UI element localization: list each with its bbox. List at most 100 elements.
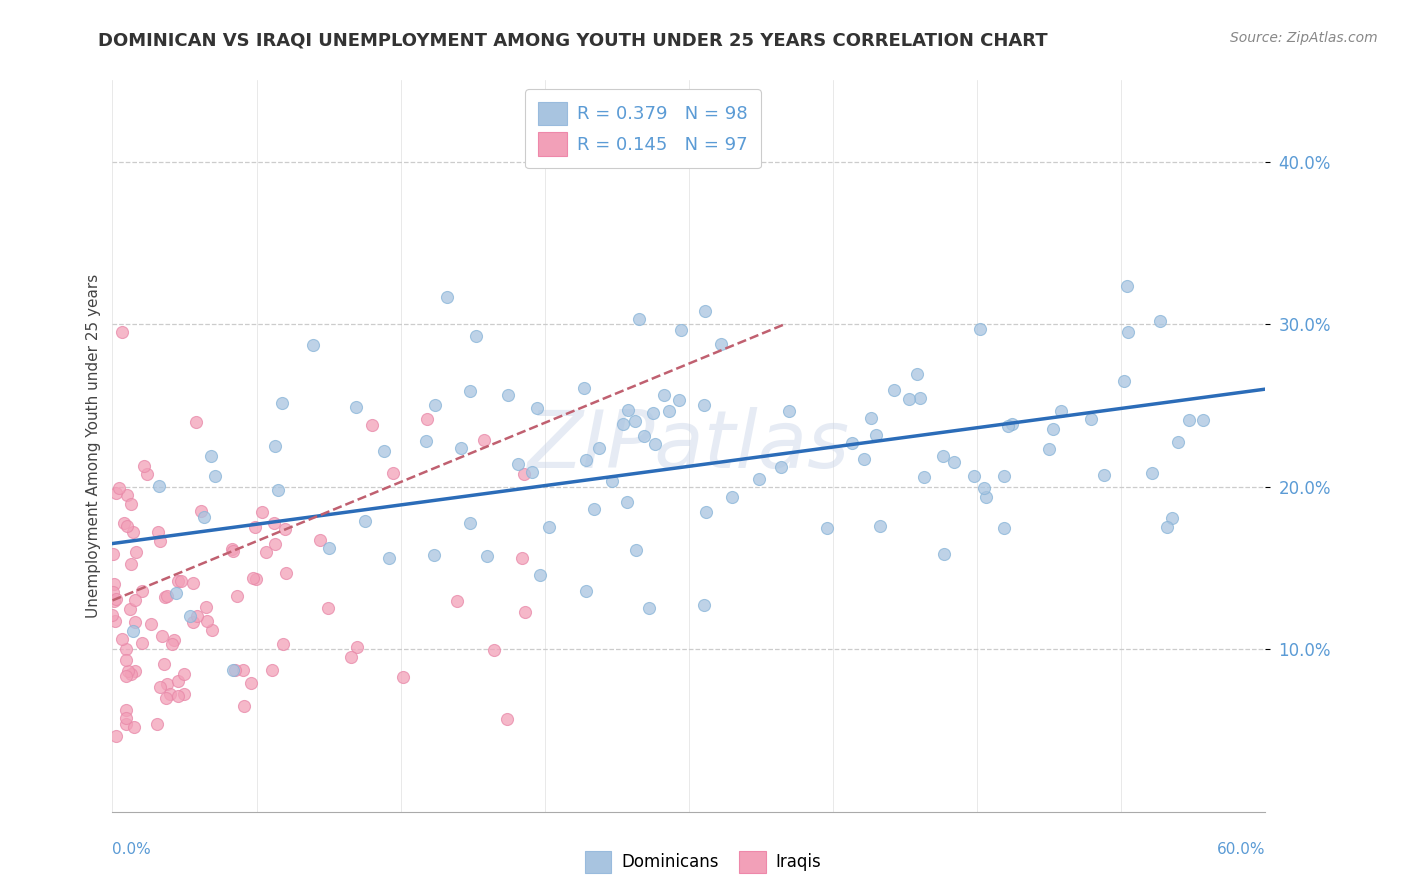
Point (118, 602, 141, 616)
Point (105, 591, 128, 606)
Text: ZIPatlas: ZIPatlas (527, 407, 851, 485)
Point (114, 717, 136, 731)
Point (508, 458, 530, 472)
Point (529, 567, 551, 582)
Point (423, 548, 446, 562)
Point (318, 541, 340, 556)
Point (221, 542, 243, 557)
Point (748, 472, 770, 486)
Point (997, 418, 1019, 433)
Point (381, 467, 404, 481)
Point (146, 525, 169, 540)
Point (588, 442, 610, 456)
Point (194, 600, 217, 615)
Point (1001, 417, 1024, 431)
Point (458, 384, 481, 398)
Point (1116, 325, 1139, 339)
Point (627, 312, 650, 326)
Point (156, 589, 179, 603)
Point (721, 491, 744, 505)
Point (693, 398, 716, 412)
Point (973, 481, 995, 495)
Point (115, 641, 138, 656)
Point (101, 608, 124, 623)
Point (475, 549, 498, 563)
Point (153, 657, 176, 671)
Point (195, 614, 218, 628)
Point (190, 504, 212, 518)
Point (181, 615, 204, 630)
Point (496, 712, 519, 726)
Point (616, 402, 638, 417)
Point (170, 574, 193, 589)
Point (111, 632, 134, 646)
Point (905, 367, 928, 381)
Point (266, 483, 288, 498)
Point (510, 550, 533, 565)
Point (263, 536, 285, 550)
Point (274, 522, 297, 536)
Point (623, 414, 645, 428)
Point (668, 393, 690, 408)
Point (115, 711, 138, 725)
Point (1042, 422, 1064, 436)
Point (373, 443, 395, 458)
Point (302, 338, 325, 352)
Point (869, 519, 891, 533)
Point (193, 509, 215, 524)
Point (204, 469, 226, 483)
Point (695, 505, 717, 519)
Point (450, 441, 472, 455)
Point (1038, 442, 1060, 456)
Point (423, 399, 446, 413)
Point (104, 614, 127, 628)
Point (103, 576, 125, 591)
Point (464, 328, 486, 343)
Point (908, 392, 931, 406)
Point (245, 520, 267, 534)
Point (416, 412, 439, 426)
Point (658, 404, 681, 418)
Point (173, 667, 195, 681)
Point (115, 668, 138, 682)
Point (111, 325, 134, 339)
Point (340, 650, 363, 665)
Point (120, 666, 142, 681)
Point (641, 406, 664, 420)
Point (669, 323, 692, 337)
Point (115, 488, 138, 502)
Point (693, 304, 716, 318)
Point (159, 686, 181, 700)
Point (233, 699, 256, 714)
Point (575, 453, 598, 467)
Point (600, 474, 623, 488)
Point (1156, 519, 1178, 533)
Point (245, 572, 267, 586)
Point (156, 677, 179, 691)
Point (263, 516, 285, 531)
Point (652, 388, 675, 402)
Point (308, 533, 330, 547)
Point (120, 557, 142, 571)
Point (250, 504, 273, 518)
Point (242, 572, 264, 586)
Point (942, 455, 965, 469)
Point (222, 544, 245, 558)
Point (115, 653, 138, 667)
Point (104, 730, 127, 744)
Point (162, 637, 184, 651)
Point (583, 502, 606, 516)
Point (146, 717, 169, 731)
Point (1114, 374, 1136, 388)
Point (912, 469, 935, 483)
Point (184, 415, 207, 429)
Point (141, 617, 163, 632)
Point (186, 609, 208, 624)
Point (993, 521, 1015, 535)
Point (616, 494, 638, 508)
Point (962, 468, 984, 483)
Point (458, 516, 481, 531)
Point (270, 396, 292, 410)
Point (165, 586, 187, 600)
Point (624, 543, 647, 558)
